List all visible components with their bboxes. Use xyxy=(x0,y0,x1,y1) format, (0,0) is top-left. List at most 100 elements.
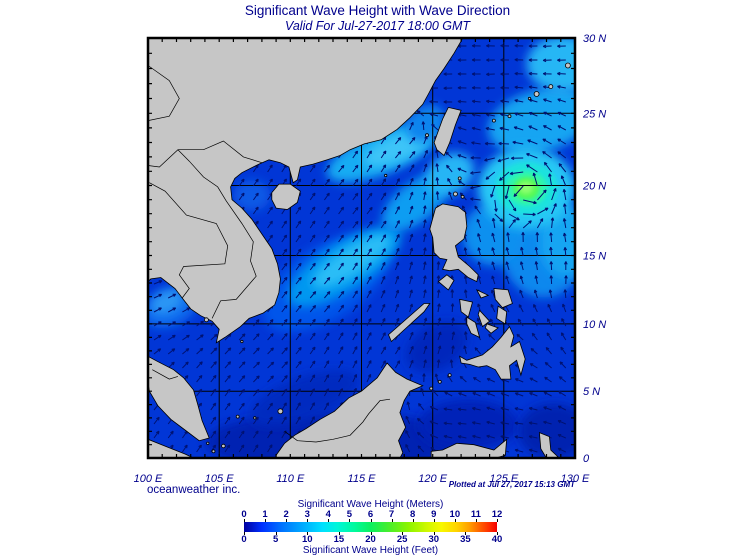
legend-tick-4: 4 xyxy=(325,509,331,520)
island-dot xyxy=(235,414,240,419)
legend-tick-3: 3 xyxy=(304,509,310,520)
island-dot xyxy=(565,62,571,69)
land-borneo xyxy=(275,362,424,458)
degree-ticks xyxy=(148,38,575,458)
legend-tick-2: 2 xyxy=(283,509,289,520)
sea-feature-taiwan-strait xyxy=(405,104,446,143)
country-border xyxy=(284,398,391,443)
island-dot xyxy=(437,379,442,384)
island-dot xyxy=(221,443,226,449)
lon-label-120: 120 E xyxy=(418,473,447,485)
island-dot xyxy=(429,386,434,391)
legend-title-feet: Significant Wave Height (Feet) xyxy=(302,545,439,556)
legend-colorbar xyxy=(244,522,497,532)
legend-tick-0: 0 xyxy=(241,534,247,545)
island-dot xyxy=(384,173,388,178)
island-dot xyxy=(240,339,244,344)
plotted-timestamp: Plotted at Jul 27, 2017 15:13 GMT xyxy=(448,480,575,489)
legend-tick-8: 8 xyxy=(410,509,416,520)
land-mainland-asia xyxy=(148,38,463,344)
legend-tick-30: 30 xyxy=(428,534,440,545)
land-luzon xyxy=(429,203,479,283)
sea-feature-storm-peak xyxy=(518,181,534,194)
legend-title-meters: Significant Wave Height (Meters) xyxy=(297,499,444,510)
sea-feature-central-scs-core xyxy=(312,234,391,288)
legend-tick-15: 15 xyxy=(333,534,345,545)
legend-bar-tick xyxy=(349,519,351,522)
island-dot xyxy=(548,84,554,89)
lon-label-115: 115 E xyxy=(348,473,377,485)
legend-tick-0: 0 xyxy=(241,509,247,520)
legend-feet-scale: 0 5 10 15 20 25 30 35 40 xyxy=(241,534,502,545)
legend-tick-10: 10 xyxy=(301,534,313,545)
sea-feature-tonkin-bright xyxy=(233,180,271,211)
valid-time-subtitle: Valid For Jul-27-2017 18:00 GMT xyxy=(284,19,471,33)
lon-label-100: 100 E xyxy=(134,473,163,485)
page-title: Significant Wave Height with Wave Direct… xyxy=(244,3,511,18)
lat-label-15: 15 N xyxy=(583,251,606,263)
lat-label-20: 20 N xyxy=(582,181,606,193)
legend-tick-7: 7 xyxy=(388,509,395,520)
lat-label-10: 10 N xyxy=(583,319,606,331)
land-layer xyxy=(148,38,571,458)
island-dot xyxy=(533,91,540,97)
island-dot xyxy=(491,118,496,123)
country-border xyxy=(177,149,257,319)
legend-tick-1: 1 xyxy=(262,509,268,520)
sea-feature-moluccas-dark xyxy=(518,403,575,458)
island-dot xyxy=(253,416,257,420)
land-cebu xyxy=(477,309,491,328)
legend-tick-6: 6 xyxy=(367,509,374,520)
land-bohol xyxy=(484,323,499,334)
land-samar xyxy=(493,288,513,309)
credit-text: oceanweather inc. xyxy=(147,484,241,496)
legend-bar-tick xyxy=(391,519,393,522)
legend-tick-35: 35 xyxy=(460,534,471,545)
lat-label-5: 5 N xyxy=(583,386,600,398)
legend-bar-tick xyxy=(265,519,267,522)
land-negros xyxy=(466,316,481,339)
country-border xyxy=(148,140,263,168)
legend-tick-11: 11 xyxy=(470,509,481,520)
lat-label-0: 0 xyxy=(583,453,590,465)
legend-tick-40: 40 xyxy=(491,534,503,545)
legend-bar-tick xyxy=(275,532,277,535)
legend-tick-5: 5 xyxy=(272,534,279,545)
legend-bar-tick xyxy=(433,519,435,522)
lon-label-110: 110 E xyxy=(276,473,305,485)
legend-tick-10: 10 xyxy=(449,509,461,520)
country-border xyxy=(152,369,179,380)
lon-label-105: 105 E xyxy=(205,473,234,485)
land-hainan xyxy=(271,183,301,210)
legend-tick-20: 20 xyxy=(365,534,376,545)
land-halmahera xyxy=(538,431,559,458)
legend-bar-tick xyxy=(402,532,404,535)
land-palawan xyxy=(388,303,431,343)
lon-label-125: 125 E xyxy=(489,473,518,485)
land-panay xyxy=(459,298,474,318)
land-masbate xyxy=(475,289,490,299)
map-clipped-content xyxy=(148,38,575,458)
island-dot xyxy=(460,194,465,199)
island-dot xyxy=(211,449,216,454)
island-dot xyxy=(425,133,429,138)
country-border xyxy=(149,182,229,299)
island-dot xyxy=(447,373,452,378)
legend-meters-scale: 0 1 2 3 4 5 6 7 8 9 10 11 12 xyxy=(241,509,502,520)
island-dot xyxy=(452,191,458,197)
legend-bar-tick xyxy=(307,519,309,522)
legend-bar-tick xyxy=(497,519,498,522)
sea-feature-ne-quadrant-cyan xyxy=(487,87,575,154)
legend-tick-5: 5 xyxy=(346,509,353,520)
legend-bar-tick xyxy=(370,532,372,535)
island-dot xyxy=(457,176,462,181)
lon-label-130: 130 E xyxy=(561,473,590,485)
legend-bar-tick xyxy=(465,532,467,535)
land-malay-peninsula xyxy=(148,355,210,442)
country-border xyxy=(148,65,180,121)
land-sulawesi-north xyxy=(430,438,508,458)
legend-bar-tick xyxy=(338,532,340,535)
legend-bar-tick xyxy=(475,519,477,522)
island-dot xyxy=(277,408,284,415)
